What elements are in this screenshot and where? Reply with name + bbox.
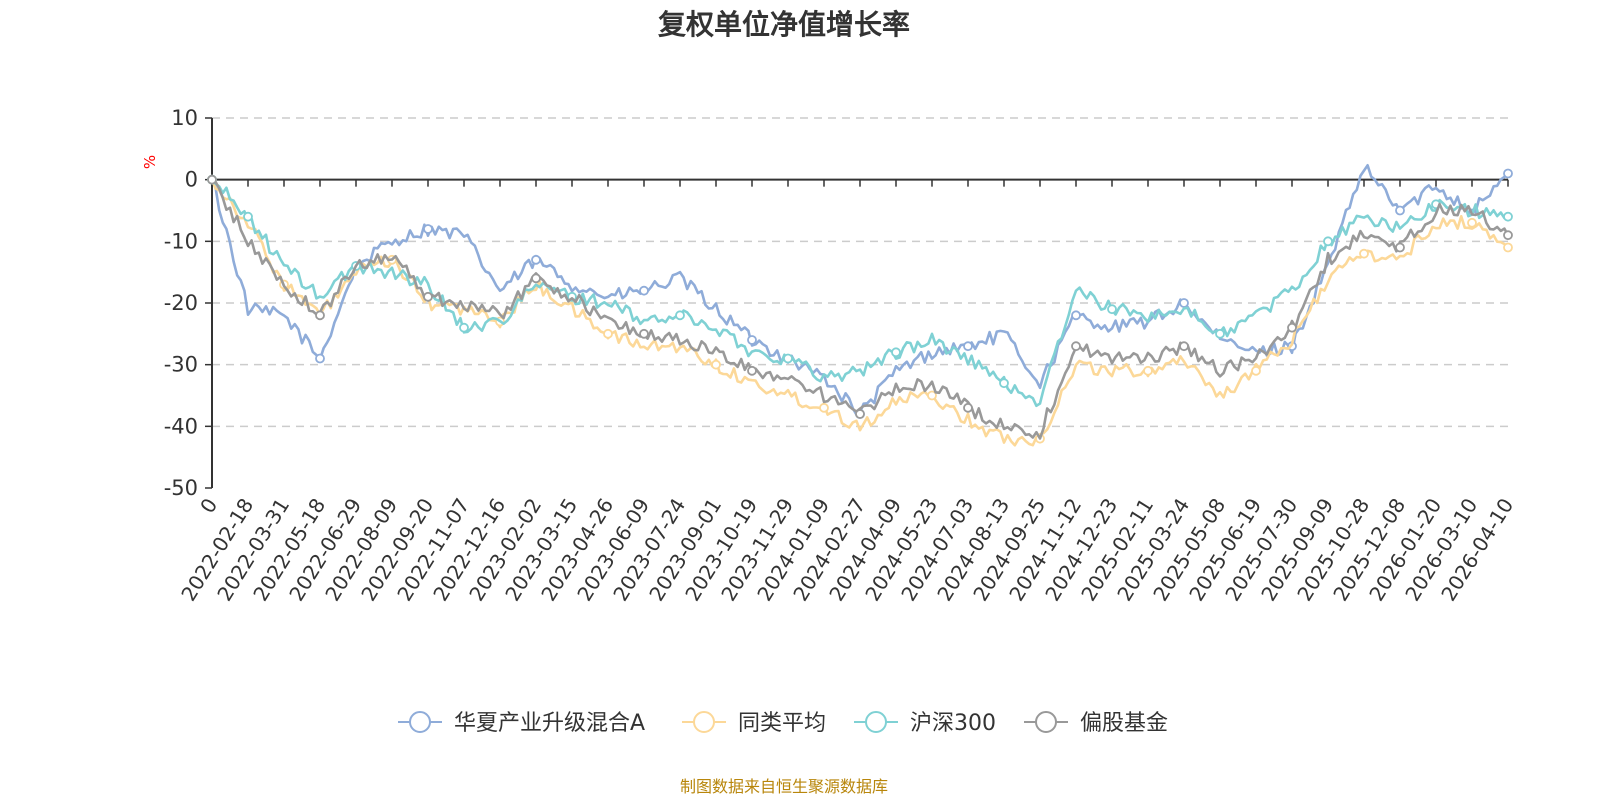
chart-title: 复权单位净值增长率 (658, 8, 910, 41)
legend-label: 沪深300 (910, 711, 996, 736)
series-point-2 (783, 353, 793, 364)
legend-marker (1035, 711, 1057, 733)
series-point-0 (423, 224, 433, 234)
series-line-0 (210, 164, 1509, 416)
y-tick-label: 0 (185, 168, 198, 192)
series-point-3 (207, 174, 217, 185)
series-point-2 (1215, 328, 1225, 339)
series-point-0 (1179, 298, 1189, 308)
series-line-3 (211, 178, 1510, 440)
series-point-2 (1503, 211, 1513, 222)
grid-lines (212, 117, 1508, 428)
series-point-0 (963, 341, 973, 352)
series-point-3 (1179, 341, 1189, 352)
series-point-0 (315, 353, 325, 364)
legend-item-2[interactable]: 沪深300 (854, 711, 996, 736)
x-tick-label: 0 (195, 494, 222, 518)
series-point-3 (963, 402, 973, 413)
series-point-2 (1107, 304, 1117, 315)
y-tick-label: -20 (164, 291, 198, 315)
legend-label: 偏股基金 (1080, 711, 1168, 736)
series-point-1 (1503, 242, 1513, 253)
legend-item-0[interactable]: 华夏产业升级混合A (398, 711, 645, 736)
y-tick-label: -10 (164, 229, 198, 253)
series-point-3 (1503, 230, 1513, 241)
legend-marker (865, 711, 887, 733)
series-point-3 (315, 310, 325, 321)
series-point-2 (1323, 236, 1333, 247)
legend-item-1[interactable]: 同类平均 (682, 711, 826, 736)
legend-item-3[interactable]: 偏股基金 (1024, 711, 1168, 736)
series-point-3 (747, 365, 757, 376)
y-axis-unit-label: % (141, 155, 159, 169)
series-line-2 (211, 178, 1509, 408)
legend[interactable]: 华夏产业升级混合A 同类平均 沪深300 偏股基金 (398, 711, 1168, 736)
axes: 100-10-20-30-40-5002022-02-182022-03-312… (164, 106, 1519, 605)
series-point-3 (639, 328, 649, 339)
series-point-1 (1251, 365, 1261, 376)
series-point-1 (819, 402, 829, 413)
series-point-0 (639, 285, 649, 296)
series-point-2 (243, 211, 253, 222)
series-point-3 (531, 273, 541, 284)
series-point-1 (1143, 365, 1153, 376)
series-point-3 (423, 291, 433, 302)
series-point-2 (675, 310, 685, 321)
series-point-1 (711, 359, 721, 370)
series-point-0 (1503, 168, 1513, 179)
series-point-3 (855, 409, 865, 419)
series-point-2 (891, 347, 901, 358)
series-point-1 (1467, 217, 1477, 228)
legend-label: 华夏产业升级混合A (454, 711, 645, 736)
series-point-1 (603, 328, 613, 339)
legend-marker (409, 711, 431, 733)
series-point-1 (1359, 248, 1369, 259)
series-point-3 (1395, 242, 1405, 253)
legend-label: 同类平均 (738, 711, 826, 736)
y-tick-label: -40 (164, 414, 198, 438)
series-lines (207, 164, 1513, 447)
series-line-1 (210, 179, 1509, 447)
series-point-2 (459, 322, 469, 333)
series-point-1 (927, 390, 937, 401)
series-point-0 (747, 335, 757, 345)
series-point-2 (999, 378, 1009, 389)
y-tick-label: -30 (164, 353, 198, 377)
series-point-3 (1287, 322, 1297, 333)
y-tick-label: -50 (164, 476, 198, 500)
series-point-0 (531, 254, 541, 265)
data-source-note: 制图数据来自恒生聚源数据库 (680, 777, 888, 796)
legend-marker (693, 711, 715, 733)
series-point-0 (1071, 310, 1081, 321)
series-point-0 (1395, 205, 1405, 216)
series-point-3 (1071, 341, 1081, 352)
y-tick-label: 10 (171, 106, 198, 130)
